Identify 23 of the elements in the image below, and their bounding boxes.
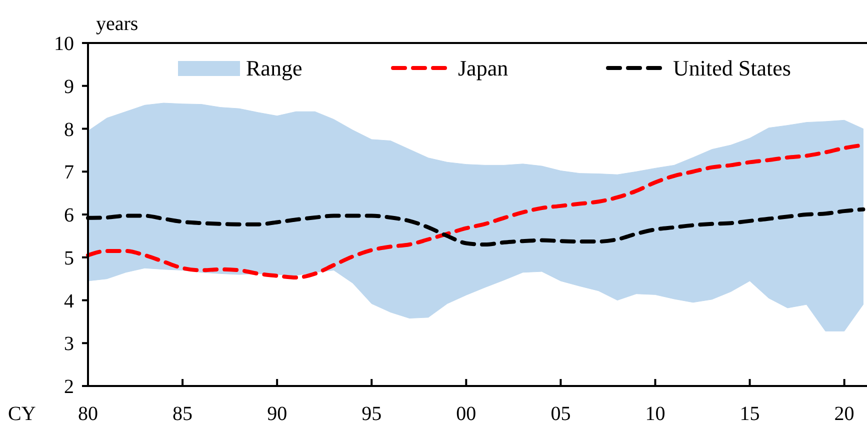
y-tick-label: 9 [64,76,74,98]
x-tick-label: 90 [267,403,288,425]
x-tick-label: 85 [172,403,193,425]
x-tick-label: 10 [645,403,666,425]
x-tick-label: 20 [834,403,854,425]
x-tick-label: 05 [550,403,571,425]
y-tick-label: 10 [54,33,74,55]
y-tick-label: 3 [64,333,74,356]
x-tick-label: 15 [740,403,760,425]
y-axis-title: years [96,13,138,35]
x-tick-label: 80 [78,403,98,425]
y-tick-label: 5 [64,247,74,270]
y-tick-label: 7 [64,162,74,184]
y-tick-label: 2 [64,376,74,398]
legend-label: United States [673,56,791,81]
x-tick-label: 95 [362,403,382,425]
y-tick-label: 6 [64,204,74,226]
y-tick-label: 8 [64,118,74,141]
legend-label: Japan [458,56,508,81]
legend-label: Range [246,56,302,81]
x-axis-title: CY [8,403,36,425]
x-tick-label: 00 [456,403,476,425]
y-tick-label: 4 [64,290,74,312]
